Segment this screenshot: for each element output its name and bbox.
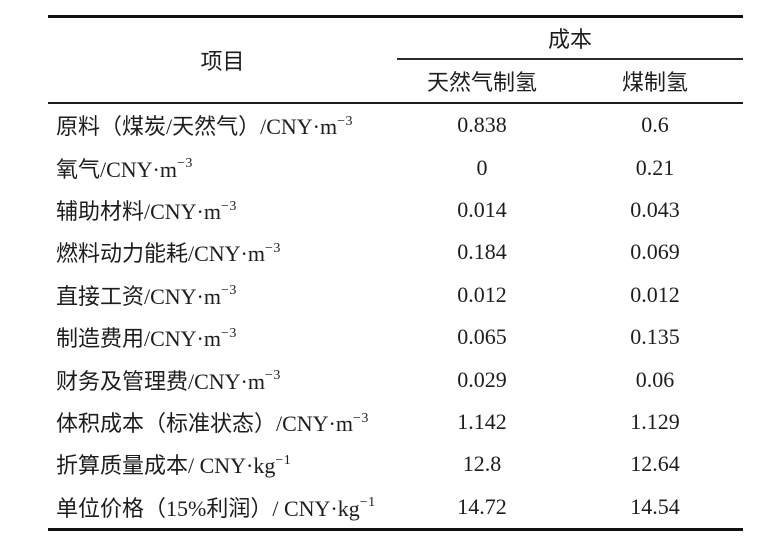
table-row: 氧气/CNY·m−3 0 0.21: [48, 146, 743, 188]
gas-value: 0.184: [457, 239, 507, 265]
table-row: 原料（煤炭/天然气）/CNY·m−3 0.838 0.6: [48, 104, 743, 146]
row-label-text: 燃料动力能耗/CNY·m: [56, 241, 266, 267]
unit-superscript: −3: [337, 113, 354, 129]
row-label: 财务及管理费/CNY·m−3: [48, 364, 397, 396]
unit-superscript: −3: [221, 283, 237, 299]
row-label-text: 折算质量成本/ CNY·kg: [56, 453, 276, 479]
header-subcolumns: 天然气制氢 煤制氢: [397, 60, 743, 102]
table-row: 燃料动力能耗/CNY·m−3 0.184 0.069: [48, 231, 743, 273]
coal-value: 0.21: [635, 154, 675, 180]
row-label-text: 辅助材料/CNY·m: [56, 198, 222, 224]
header-cost-group: 成本 天然气制氢 煤制氢: [397, 18, 743, 102]
header-gas-column-label: 天然气制氢: [426, 70, 537, 95]
unit-superscript: −3: [265, 241, 281, 257]
row-label-text: 直接工资/CNY·m: [56, 283, 222, 309]
unit-superscript: −3: [177, 156, 193, 172]
table-row: 单位价格（15%利润）/ CNY·kg−1 14.72 14.54: [48, 486, 743, 528]
row-label: 辅助材料/CNY·m−3: [48, 194, 397, 226]
table-body: 原料（煤炭/天然气）/CNY·m−3 0.838 0.6 氧气/CNY·m−3 …: [48, 104, 743, 528]
unit-superscript: −3: [221, 198, 237, 214]
coal-value: 0.043: [630, 196, 680, 222]
header-coal-column-label: 煤制氢: [621, 70, 688, 95]
cost-comparison-table: 项目 成本 天然气制氢 煤制氢 原料（煤炭/天然气）/CNY·m−3 0.838…: [48, 15, 743, 531]
gas-value: 0.014: [457, 196, 507, 222]
gas-value: 0.838: [457, 112, 507, 138]
table-row: 辅助材料/CNY·m−3 0.014 0.043: [48, 189, 743, 231]
table-row: 体积成本（标准状态）/CNY·m−3 1.142 1.129: [48, 401, 743, 443]
coal-value: 0.012: [630, 281, 680, 307]
table-row: 财务及管理费/CNY·m−3 0.029 0.06: [48, 358, 743, 400]
unit-superscript: −3: [221, 325, 237, 341]
coal-value: 0.069: [630, 239, 680, 265]
row-label-text: 体积成本（标准状态）/CNY·m: [56, 410, 354, 436]
row-label: 折算质量成本/ CNY·kg−1: [48, 448, 397, 480]
gas-value: 14.72: [457, 493, 507, 519]
row-label: 体积成本（标准状态）/CNY·m−3: [48, 406, 397, 438]
coal-value: 12.64: [630, 451, 680, 477]
table-row: 直接工资/CNY·m−3 0.012 0.012: [48, 274, 743, 316]
row-label: 制造费用/CNY·m−3: [48, 321, 397, 353]
unit-superscript: −1: [359, 495, 376, 511]
header-cost-label: 成本: [397, 18, 743, 60]
gas-value: 0.065: [457, 324, 507, 350]
row-label: 氧气/CNY·m−3: [48, 152, 397, 184]
row-label-text: 财务及管理费/CNY·m: [56, 368, 266, 394]
unit-superscript: −1: [275, 452, 292, 468]
coal-value: 1.129: [630, 408, 680, 434]
gas-value: 0: [476, 154, 488, 180]
coal-value: 0.135: [630, 324, 680, 350]
row-label-text: 氧气/CNY·m: [56, 156, 178, 182]
coal-value: 0.06: [635, 366, 675, 392]
gas-value: 12.8: [462, 451, 502, 477]
unit-superscript: −3: [265, 368, 281, 384]
gas-value: 0.029: [457, 366, 507, 392]
table-header: 项目 成本 天然气制氢 煤制氢: [48, 18, 743, 104]
gas-value: 1.142: [457, 408, 507, 434]
row-label: 单位价格（15%利润）/ CNY·kg−1: [48, 491, 397, 523]
header-item-label: 项目: [200, 49, 245, 74]
coal-value: 14.54: [630, 493, 680, 519]
unit-superscript: −3: [353, 410, 369, 426]
gas-value: 0.012: [457, 281, 507, 307]
row-label: 原料（煤炭/天然气）/CNY·m−3: [48, 109, 397, 141]
coal-value: 0.6: [641, 112, 669, 138]
row-label-text: 原料（煤炭/天然气）/CNY·m: [56, 114, 338, 140]
row-label-text: 制造费用/CNY·m: [56, 326, 222, 352]
table-row: 制造费用/CNY·m−3 0.065 0.135: [48, 316, 743, 358]
table-row: 折算质量成本/ CNY·kg−1 12.8 12.64: [48, 443, 743, 485]
row-label: 直接工资/CNY·m−3: [48, 279, 397, 311]
row-label: 燃料动力能耗/CNY·m−3: [48, 236, 397, 268]
row-label-text: 单位价格（15%利润）/ CNY·kg: [56, 495, 360, 521]
